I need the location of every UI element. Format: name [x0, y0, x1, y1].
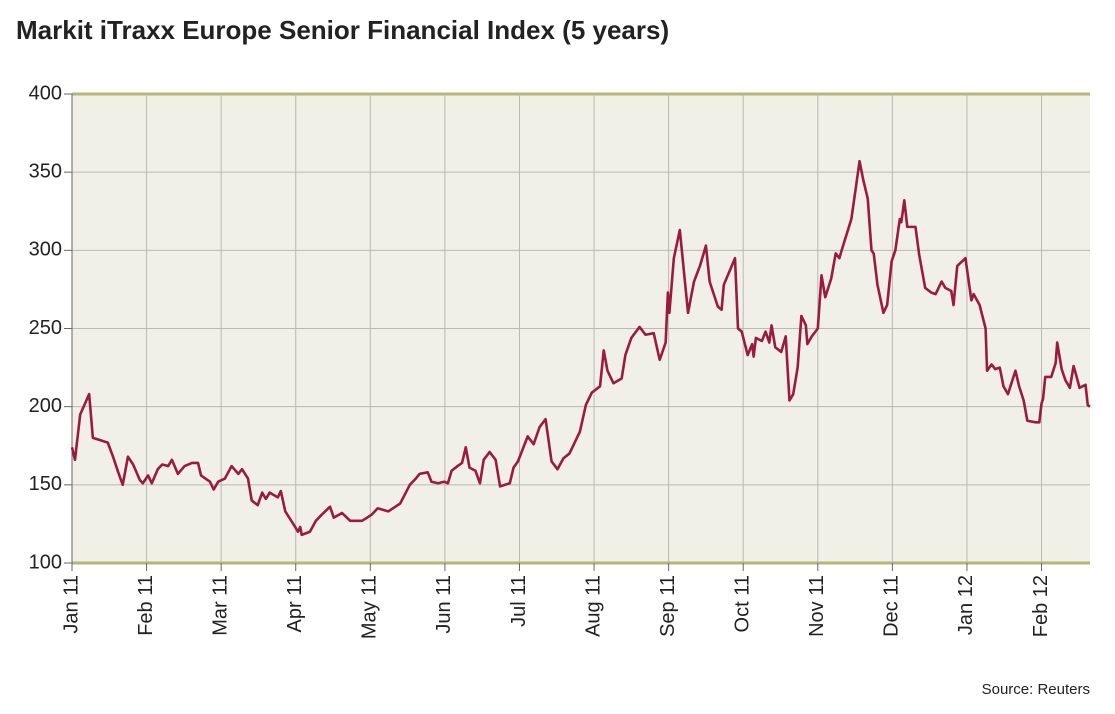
chart-title: Markit iTraxx Europe Senior Financial In…: [16, 15, 669, 45]
x-tick-label: Aug 11: [582, 575, 604, 637]
x-tick-label: Sep 11: [657, 575, 679, 637]
x-tick-label: Jul 11: [508, 575, 530, 627]
x-tick-label: Dec 11: [881, 575, 903, 637]
y-tick-label: 350: [29, 160, 62, 182]
data-line: [70, 159, 1091, 537]
y-tick-label: 250: [29, 317, 62, 339]
y-tick-label: 400: [29, 82, 62, 104]
x-tick-label: Mar 11: [209, 575, 231, 636]
x-tick-label: Feb 12: [1030, 575, 1052, 637]
y-tick-label: 300: [29, 239, 62, 261]
x-tick-label: Nov 11: [806, 575, 828, 637]
x-tick-label: May 11: [359, 575, 381, 639]
y-tick-label: 100: [29, 551, 62, 573]
y-tick-label: 200: [29, 395, 62, 417]
source-note: Source: Reuters: [982, 681, 1090, 698]
y-tick-label: 150: [29, 473, 62, 495]
x-tick-label: Oct 11: [731, 575, 753, 632]
x-tick-label: Jan 12: [955, 575, 977, 635]
x-tick-label: Apr 11: [284, 575, 306, 632]
x-tick-label: Feb 11: [135, 575, 157, 636]
x-tick-label: Jan 11: [60, 575, 82, 634]
x-tick-label: Jun 11: [433, 575, 455, 634]
